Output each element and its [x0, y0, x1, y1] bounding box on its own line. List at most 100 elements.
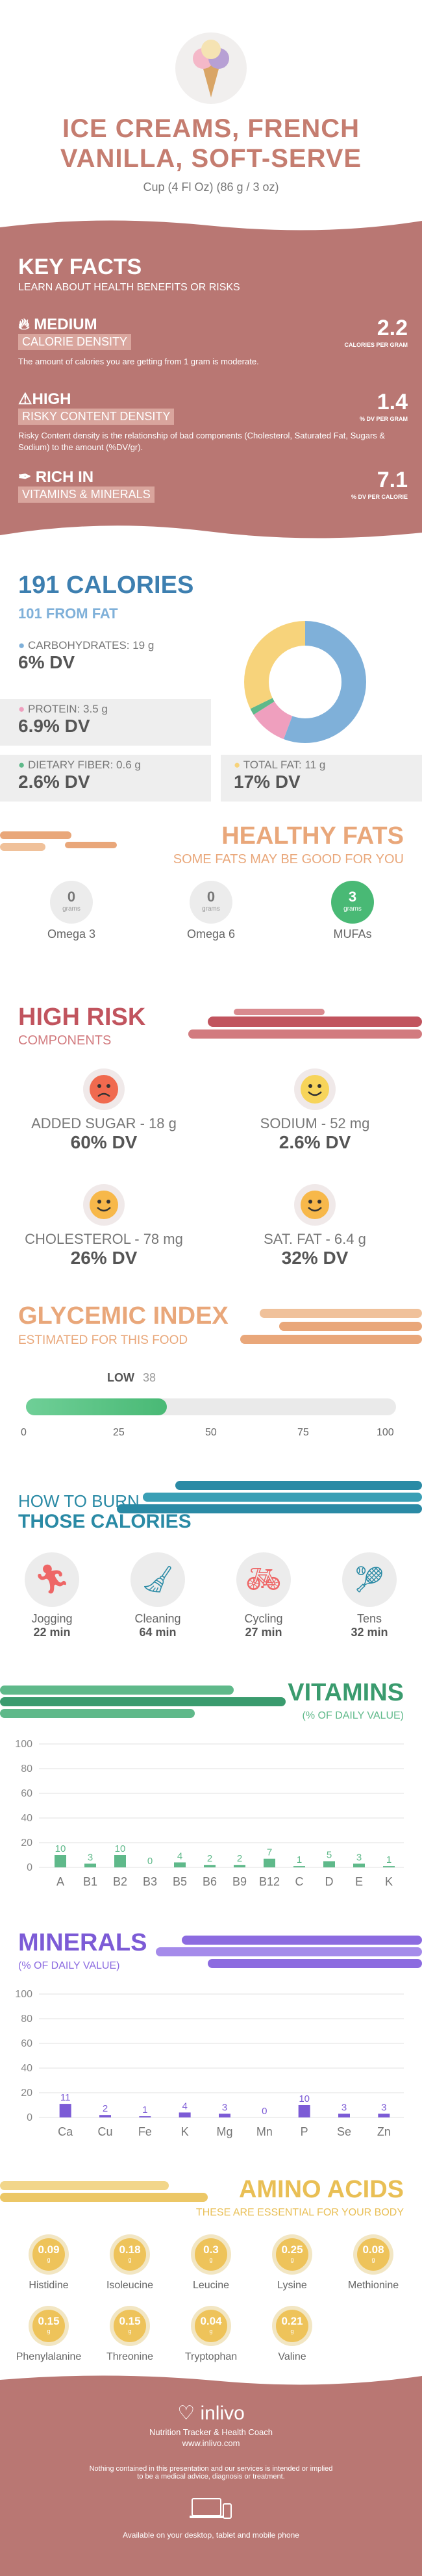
vitamin-bar-b2 [114, 1855, 126, 1867]
amino-item: 0.04 g Tryptophan [172, 2306, 250, 2363]
warning-icon: ⚠ [18, 390, 32, 408]
mineral-xtick: K [181, 2125, 189, 2138]
amino-name: Isoleucine [106, 2280, 154, 2291]
vitamin-value-label: 4 [177, 1850, 182, 1862]
key-fact-level: HIGH [32, 390, 71, 408]
mineral-bar-zn [378, 2114, 390, 2117]
vitamin-value-label: 2 [207, 1853, 212, 1864]
amino-subtitle: THESE ARE ESSENTIAL FOR YOUR BODY [195, 2207, 404, 2218]
mineral-value-label: 3 [381, 2102, 386, 2113]
glycemic-label: LOW 38 [107, 1371, 156, 1385]
mineral-value-label: 11 [60, 2092, 71, 2103]
amino-unit: g [128, 2256, 132, 2263]
mineral-value-label: 3 [222, 2102, 227, 2113]
carbs-label: CARBOHYDRATES: 19 g [28, 639, 155, 651]
risk-dv: 26% DV [70, 1248, 138, 1268]
fiber-block: ● DIETARY FIBER: 0.6 g 2.6% DV [0, 755, 211, 802]
amino-item: 0.08 g Methionine [334, 2234, 412, 2292]
risk-sodium: SODIUM - 52 mg 2.6% DV [224, 1068, 406, 1153]
protein-dv: 6.9% DV [18, 716, 90, 736]
vitamin-bar-d [323, 1861, 335, 1867]
amino-item: 0.21 g Valine [253, 2306, 331, 2363]
burn-activity: Cycling [244, 1612, 283, 1625]
fat-label: TOTAL FAT: 11 g [243, 759, 326, 771]
macro-donut-chart [244, 621, 366, 743]
key-fact-unit: CALORIES PER GRAM [344, 342, 408, 348]
burn-jogging: 🏃︎ Jogging 22 min [19, 1552, 84, 1639]
footer-url[interactable]: www.inlivo.com [182, 2438, 240, 2448]
key-fact-value: 1.4 [377, 390, 408, 414]
fat-dv: 17% DV [234, 772, 301, 792]
glycemic-value: 38 [143, 1371, 156, 1384]
vitamin-bar-b9 [234, 1865, 245, 1867]
amino-badge: 0.21 g [272, 2306, 312, 2346]
key-facts-subtitle: LEARN ABOUT HEALTH BENEFITS OR RISKS [18, 282, 240, 293]
mineral-chart-svg: 0 20 40 60 80 100 11 Ca 2 Cu 1 Fe 4 K 3 Mg 0 Mn 10 P 3 Se 3 Zn [15, 1989, 404, 2138]
amino-badge: 0.25 g [272, 2234, 312, 2275]
high-risk-section: HIGH RISK COMPONENTS ADDED SUGAR - 18 g … [0, 1004, 422, 1276]
key-fact-calorie-density: 🔥︎ MEDIUM CALORIE DENSITY 2.2 CALORIES P… [18, 316, 408, 366]
risk-label: SAT. FAT - 6.4 g [264, 1231, 366, 1247]
mineral-xtick: Zn [377, 2125, 391, 2138]
vitamin-bar-b6 [204, 1865, 216, 1867]
key-facts-title: KEY FACTS [18, 255, 142, 279]
amino-unit: g [371, 2256, 375, 2263]
key-fact-name: CALORIE DENSITY [18, 334, 132, 350]
carbs-dv: 6% DV [18, 652, 75, 672]
vitamin-xtick: B6 [203, 1875, 217, 1888]
protein-dot-icon: ● [18, 703, 25, 715]
burn-activity: Cleaning [134, 1612, 181, 1625]
burn-title-2: THOSE CALORIES [18, 1511, 192, 1532]
fat-block: ● TOTAL FAT: 11 g 17% DV [221, 755, 422, 802]
feather-icon: ✒ [18, 468, 32, 486]
amino-unit: g [290, 2328, 294, 2334]
fire-icon: 🔥︎ [18, 316, 30, 333]
risk-dv: 2.6% DV [279, 1132, 351, 1152]
amino-unit: g [47, 2256, 51, 2263]
amino-unit: g [290, 2256, 294, 2263]
vitamin-xtick: B12 [259, 1875, 280, 1888]
calories-section: 191 CALORIES 101 FROM FAT ● CARBOHYDRATE… [0, 572, 422, 805]
amino-value: 0.15 [119, 2315, 141, 2327]
vitamin-value-label: 0 [147, 1856, 153, 1867]
amino-name: Leucine [192, 2280, 230, 2291]
decorative-stripes [240, 1309, 422, 1344]
risk-dv: 32% DV [281, 1248, 349, 1268]
amino-title: AMINO ACIDS [238, 2176, 404, 2203]
amino-item: 0.3 g Leucine [172, 2234, 250, 2292]
amino-name: Threonine [106, 2351, 154, 2362]
amino-name: Lysine [277, 2280, 307, 2291]
glycemic-track [26, 1398, 396, 1415]
amino-badge: 0.04 g [191, 2306, 231, 2346]
vitamin-xtick: C [295, 1875, 304, 1888]
amino-name: Tryptophan [184, 2351, 238, 2362]
key-fact-vitamins-minerals: ✒ RICH IN VITAMINS & MINERALS 7.1 % DV P… [18, 468, 408, 503]
high-risk-title: HIGH RISK [18, 1004, 146, 1031]
vitamin-ytick: 100 [15, 1739, 32, 1750]
vitamin-xtick: K [385, 1875, 393, 1888]
calories-title: 191 CALORIES [18, 572, 194, 599]
vitamin-xtick: B9 [232, 1875, 247, 1888]
glycemic-title: GLYCEMIC INDEX [18, 1302, 229, 1330]
decorative-stripes [117, 1481, 422, 1513]
vitamins-title: VITAMINS [288, 1679, 404, 1706]
footer-brand: ♡ inlivo [0, 2402, 422, 2425]
running-icon: 🏃︎ [25, 1552, 79, 1607]
key-fact-level: RICH IN [35, 468, 94, 486]
mineral-ytick: 40 [21, 2063, 32, 2074]
amino-value: 0.25 [281, 2243, 303, 2256]
fat-value: 0 [206, 889, 216, 905]
glycemic-section: GLYCEMIC INDEX ESTIMATED FOR THIS FOOD L… [0, 1302, 422, 1452]
vitamin-xtick: B1 [83, 1875, 97, 1888]
vitamin-bar-k [383, 1866, 395, 1867]
mineral-xtick: Fe [138, 2125, 152, 2138]
burn-activity: Jogging [31, 1612, 73, 1625]
amino-name: Valine [278, 2351, 306, 2362]
burn-time: 27 min [245, 1626, 282, 1639]
glycemic-level: LOW [107, 1371, 134, 1384]
amino-unit: g [47, 2328, 51, 2334]
footer-brand-name: inlivo [200, 2403, 245, 2424]
amino-grid: 0.09 g Histidine 0.18 g Isoleucine 0.3 g Leucine… [0, 2234, 422, 2371]
burn-tennis: 🎾︎ Tens 32 min [337, 1552, 402, 1639]
mineral-xtick: Cu [97, 2125, 112, 2138]
